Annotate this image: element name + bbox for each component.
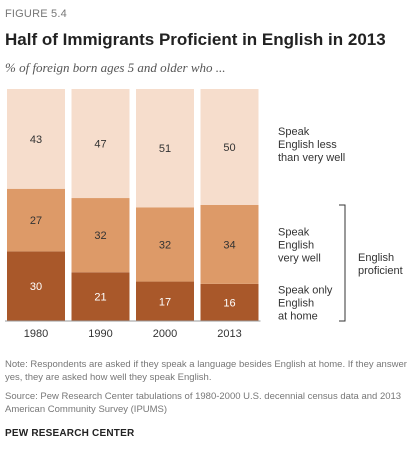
tick-label-1990: 1990	[88, 328, 112, 340]
bracket-label: English proficient	[358, 252, 403, 277]
chart-subtitle: % of foreign born ages 5 and older who .…	[5, 60, 226, 75]
data-label-2000-0: 17	[159, 296, 171, 308]
bar-segment-2013-0	[200, 283, 259, 321]
data-label-2000-2: 51	[159, 143, 171, 155]
bar-segment-1990-0	[71, 272, 130, 321]
series-label-0: Speak only English at home	[278, 284, 333, 322]
series-label-2: Speak English less than very well	[278, 126, 345, 164]
data-label-1990-1: 32	[94, 230, 106, 242]
chart-source: Source: Pew Research Center tabulations …	[5, 391, 402, 415]
series-label-1: Speak English very well	[278, 226, 321, 264]
bar-segment-1990-1	[71, 198, 130, 273]
data-label-1980-2: 43	[30, 134, 42, 146]
proficient-bracket	[339, 204, 346, 322]
chart-note: Note: Respondents are asked if they spea…	[5, 359, 407, 383]
bar-segment-1990-2	[71, 89, 130, 199]
bar-segment-1980-2	[7, 89, 65, 189]
data-label-2000-1: 32	[159, 239, 171, 251]
data-label-2013-1: 34	[223, 239, 235, 251]
data-label-2013-0: 16	[223, 297, 235, 309]
tick-label-2000: 2000	[153, 328, 177, 340]
data-label-1980-1: 27	[30, 215, 42, 227]
organization-name: PEW RESEARCH CENTER	[5, 428, 135, 439]
tick-label-2013: 2013	[217, 328, 241, 340]
stacked-bar-chart: 30 27 43 1980 21 32 47 1990 17 32 51 2000 16 34 50 2013…	[5, 89, 403, 340]
chart-title: Half of Immigrants Proficient in English…	[5, 30, 386, 49]
data-label-1990-0: 21	[94, 292, 106, 304]
bar-segment-2013-2	[200, 89, 259, 205]
bar-segment-1980-0	[7, 251, 65, 321]
bar-segment-2000-1	[136, 207, 194, 282]
data-label-1990-2: 47	[94, 139, 106, 151]
bar-segment-2013-1	[200, 205, 259, 284]
bar-segment-2000-0	[136, 281, 194, 321]
data-label-2013-2: 50	[223, 142, 235, 154]
data-label-1980-0: 30	[30, 281, 42, 293]
bar-segment-1980-1	[7, 188, 65, 252]
tick-label-1980: 1980	[24, 328, 48, 340]
figure-label: FIGURE 5.4	[5, 8, 67, 20]
bar-segment-2000-2	[136, 89, 194, 208]
